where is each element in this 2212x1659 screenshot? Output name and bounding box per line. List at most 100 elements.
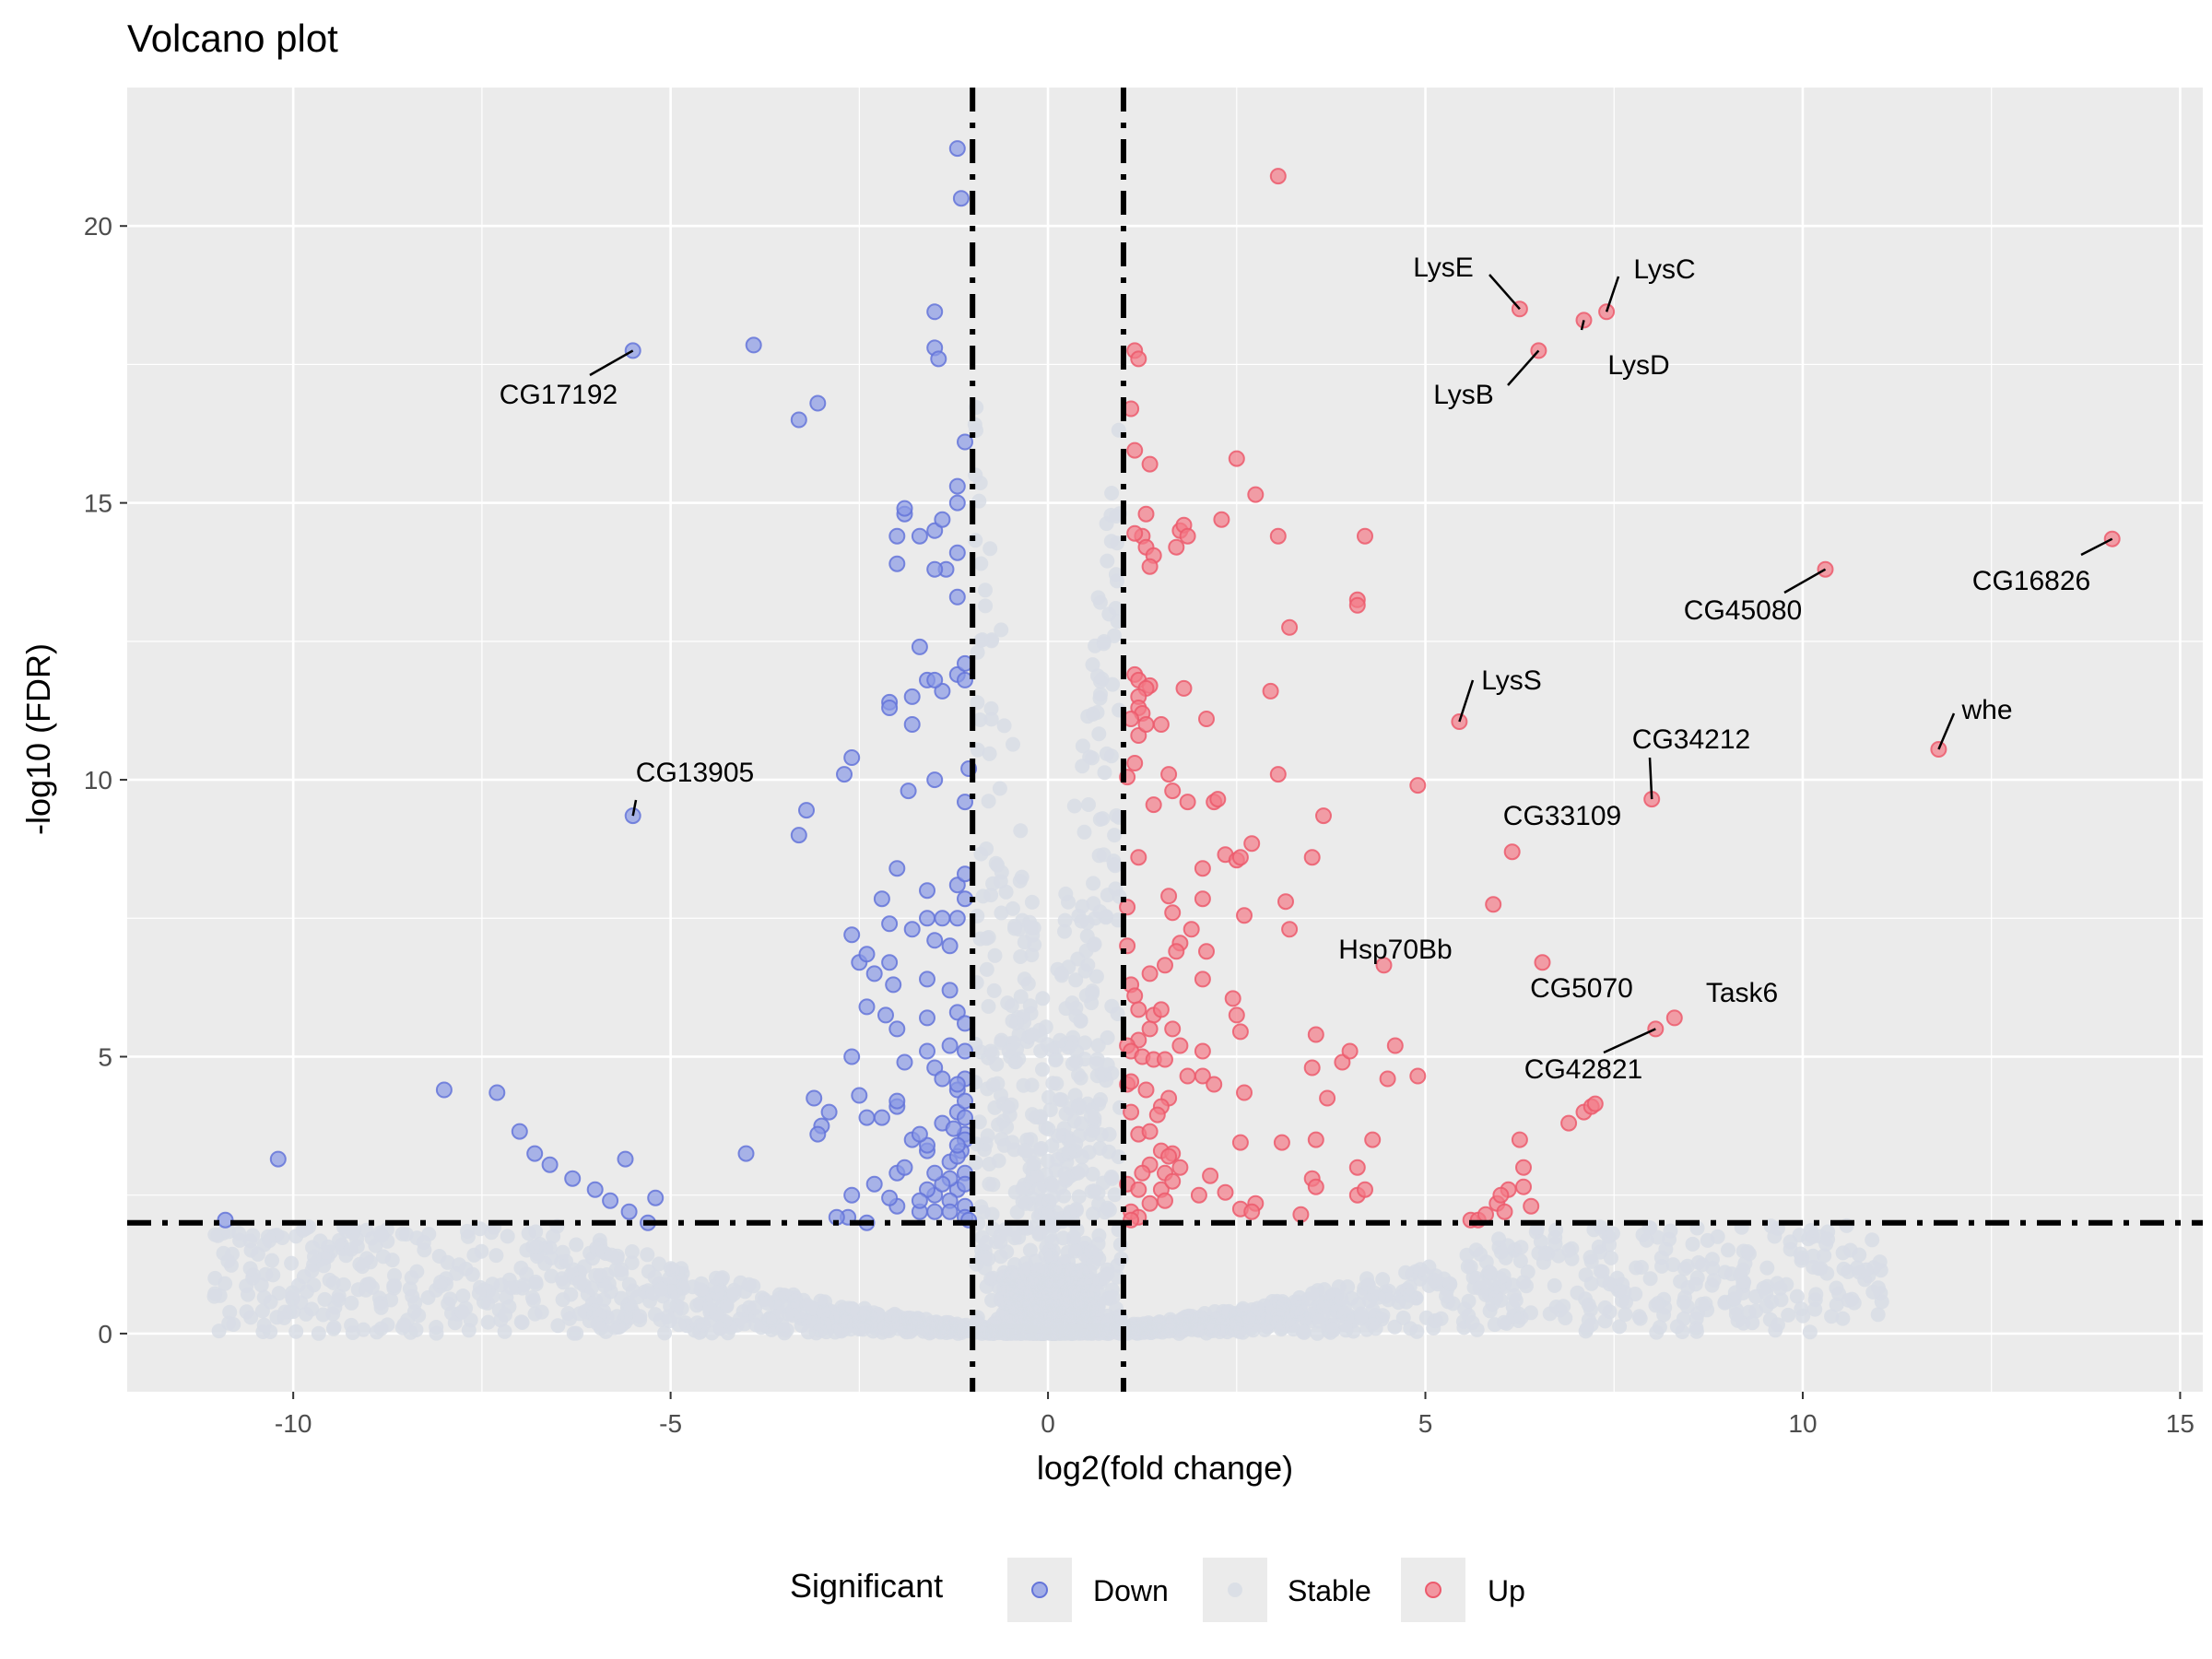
data-point-stable [1442,1276,1458,1291]
data-point-stable [1817,1248,1832,1264]
data-point-stable [1058,1001,1074,1017]
data-point-stable [569,1325,584,1341]
data-point-stable [1093,1127,1109,1143]
data-point-up [1152,716,1170,733]
data-point-stable [1104,1171,1120,1186]
data-point-stable [647,1269,663,1285]
data-point-stable [1036,1294,1052,1310]
data-point-stable [497,1324,512,1339]
data-point-down [919,1009,935,1027]
data-point-down [926,522,944,539]
data-point-stable [1057,912,1073,928]
data-point-stable [1013,989,1029,1005]
data-point-stable [1088,1055,1104,1071]
data-point-stable [1107,1187,1123,1203]
data-point-stable [1498,1250,1513,1265]
data-point-stable [1649,1324,1665,1340]
data-point-stable [1044,1248,1060,1264]
data-point-stable [216,1245,231,1261]
data-point-up [1179,794,1196,811]
data-point-down [888,1020,906,1038]
data-point-down [865,1175,883,1193]
data-point-stable [1811,1261,1827,1277]
data-point-stable [499,1289,514,1305]
data-point-down [488,1084,506,1101]
data-point-stable [262,1233,277,1249]
data-point-stable [1066,1230,1082,1245]
data-point-up [1247,486,1265,503]
data-point-up [1171,1037,1189,1054]
data-point-up [1586,1095,1604,1112]
data-point-stable [1473,1246,1488,1262]
x-axis-title: log2(fold change) [1037,1449,1293,1487]
data-point-stable [657,1325,673,1341]
data-point-stable [1091,726,1107,742]
data-point-down [620,1203,638,1220]
data-point-up [1157,1051,1173,1068]
data-point-stable [992,781,1007,796]
data-point-down [957,433,973,451]
data-point-stable [1045,1076,1061,1091]
data-point-stable [1075,738,1090,754]
label-leader-line [1458,679,1475,723]
data-point-stable [1371,1289,1386,1305]
data-point-stable [484,1225,500,1241]
data-point-down [948,588,966,606]
data-point-stable [408,1323,424,1337]
data-point-down [881,915,899,933]
data-point-up [1386,1037,1404,1054]
y-tick-label: 0 [98,1320,112,1348]
data-point-stable [991,1153,1006,1169]
data-point-up [1179,1067,1196,1085]
data-point-stable [1104,486,1120,500]
data-point-stable [800,1324,816,1340]
data-point-up [1137,716,1155,733]
y-tick-label: 10 [84,766,112,794]
data-point-up [1194,860,1211,877]
gene-label: CG16826 [1972,566,2090,596]
data-point-stable [984,1046,1000,1062]
data-point-stable [632,1309,648,1324]
threshold-lines [127,88,2203,1392]
data-point-stable [596,1291,612,1307]
data-point-stable [821,1302,837,1318]
data-point-down [926,560,944,578]
y-tick-label: 5 [98,1042,112,1071]
data-point-down [526,1145,544,1162]
data-point-stable [1334,1291,1349,1307]
data-point-stable [1073,1014,1088,1029]
data-point-up [1168,538,1185,556]
data-point-stable [1852,1247,1867,1263]
data-point-stable [1820,1231,1836,1247]
data-point-up [1157,957,1173,974]
data-point-stable [902,1324,918,1339]
data-point-down [900,782,917,800]
data-point-up [1348,596,1366,614]
data-point-stable [1062,1307,1077,1323]
data-point-stable [256,1317,272,1333]
data-point-stable [642,1293,657,1309]
data-point-stable [1032,1142,1048,1158]
data-point-down [957,671,973,688]
data-point-down [820,1103,838,1121]
data-point-stable [1873,1263,1888,1278]
data-point-down [911,527,928,545]
data-point-down [919,910,935,927]
data-point-stable [420,1289,436,1305]
data-point-stable [1402,1288,1418,1303]
data-point-stable [1745,1315,1760,1331]
data-point-up [1348,1159,1366,1176]
data-point-stable [1096,1270,1112,1286]
data-point-stable [640,1247,655,1263]
data-point-stable [429,1320,444,1335]
data-point-stable [1056,1121,1072,1136]
data-point-stable [1418,1310,1434,1325]
data-point-stable [527,1306,543,1322]
data-point-down [948,494,966,512]
data-point-stable [271,1286,287,1301]
data-point-stable [331,1288,347,1304]
data-point-stable [1035,1062,1050,1077]
data-point-stable [577,1259,592,1275]
data-point-stable [726,1286,742,1301]
data-point-up [1269,766,1287,783]
